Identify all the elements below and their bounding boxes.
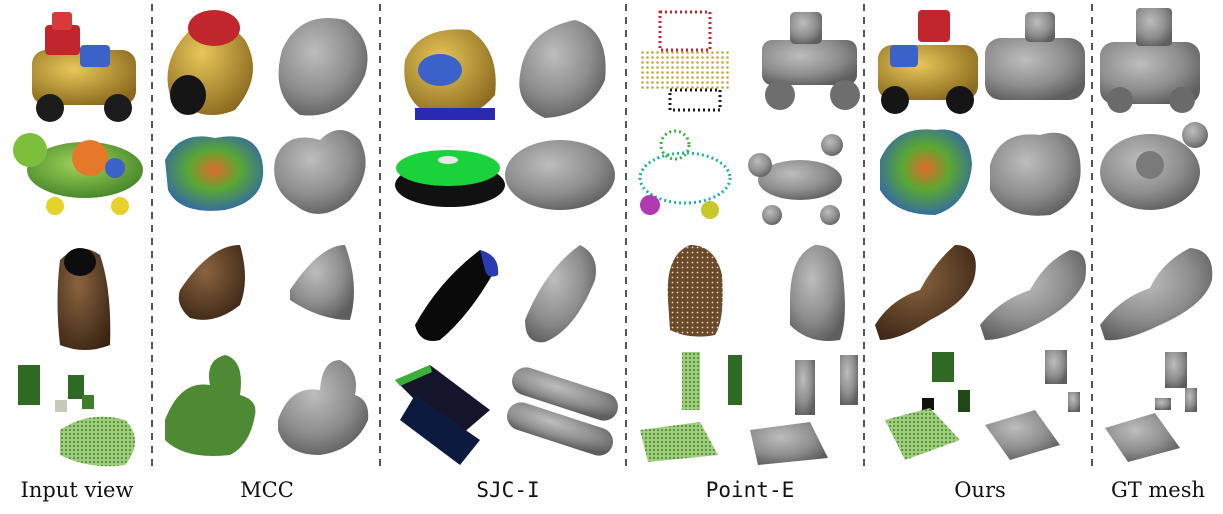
pointe-mesh-furniture-set [750,355,858,465]
input-furniture-set [18,365,135,467]
mcc-mesh-furniture-set [278,360,369,455]
sjc-toy-turtle [395,150,505,207]
mcc-mesh-shoe [290,245,354,320]
row-toy-turtle [13,122,1208,225]
sjc-shoe [415,250,499,341]
ours-furniture-set [885,352,970,460]
caption-input-view: Input view [20,478,134,502]
gt-toy-turtle [1100,122,1208,210]
row-furniture-set [18,350,1197,467]
row-shoe [57,245,1213,350]
caption-sjc-i: SJC-I [476,478,540,502]
input-shoe [57,248,111,350]
ours-toy-turtle [880,129,972,215]
sjc-mesh-shoe [525,245,596,343]
input-toy-truck [32,12,136,122]
gt-shoe [1100,248,1213,341]
caption-mcc: MCC [240,478,294,502]
ours-mesh-shoe [980,250,1086,340]
pointe-shoe [667,245,723,337]
caption-point-e: Point-E [705,478,795,502]
input-toy-turtle [13,133,143,215]
mcc-toy-truck [167,10,253,115]
sjc-mesh-toy-truck [519,20,606,118]
ours-shoe [875,245,976,340]
ours-mesh-toy-truck [985,12,1085,100]
sjc-furniture-set [395,365,490,465]
pointe-toy-turtle [638,129,732,219]
sjc-mesh-toy-turtle [505,140,615,210]
mcc-mesh-toy-truck [278,18,368,116]
mcc-toy-turtle [165,136,264,211]
pointe-furniture-set [640,352,742,462]
mcc-shoe [178,245,245,320]
ours-mesh-furniture-set [985,350,1080,460]
row-toy-truck [32,8,1200,122]
sjc-toy-truck [404,29,496,120]
pointe-toy-truck [640,10,730,112]
pointe-mesh-toy-truck [762,12,860,110]
gt-toy-truck [1100,8,1200,113]
mcc-furniture-set [165,355,256,456]
ours-toy-truck [878,10,978,114]
caption-gt-mesh: GT mesh [1110,478,1206,502]
mcc-mesh-toy-turtle [274,130,366,214]
gt-furniture-set [1105,352,1197,462]
ours-mesh-toy-turtle [990,132,1081,216]
pointe-mesh-toy-turtle [748,134,843,225]
sjc-mesh-furniture-set [507,367,618,456]
pointe-mesh-shoe [790,245,845,341]
caption-ours: Ours [954,478,1006,502]
